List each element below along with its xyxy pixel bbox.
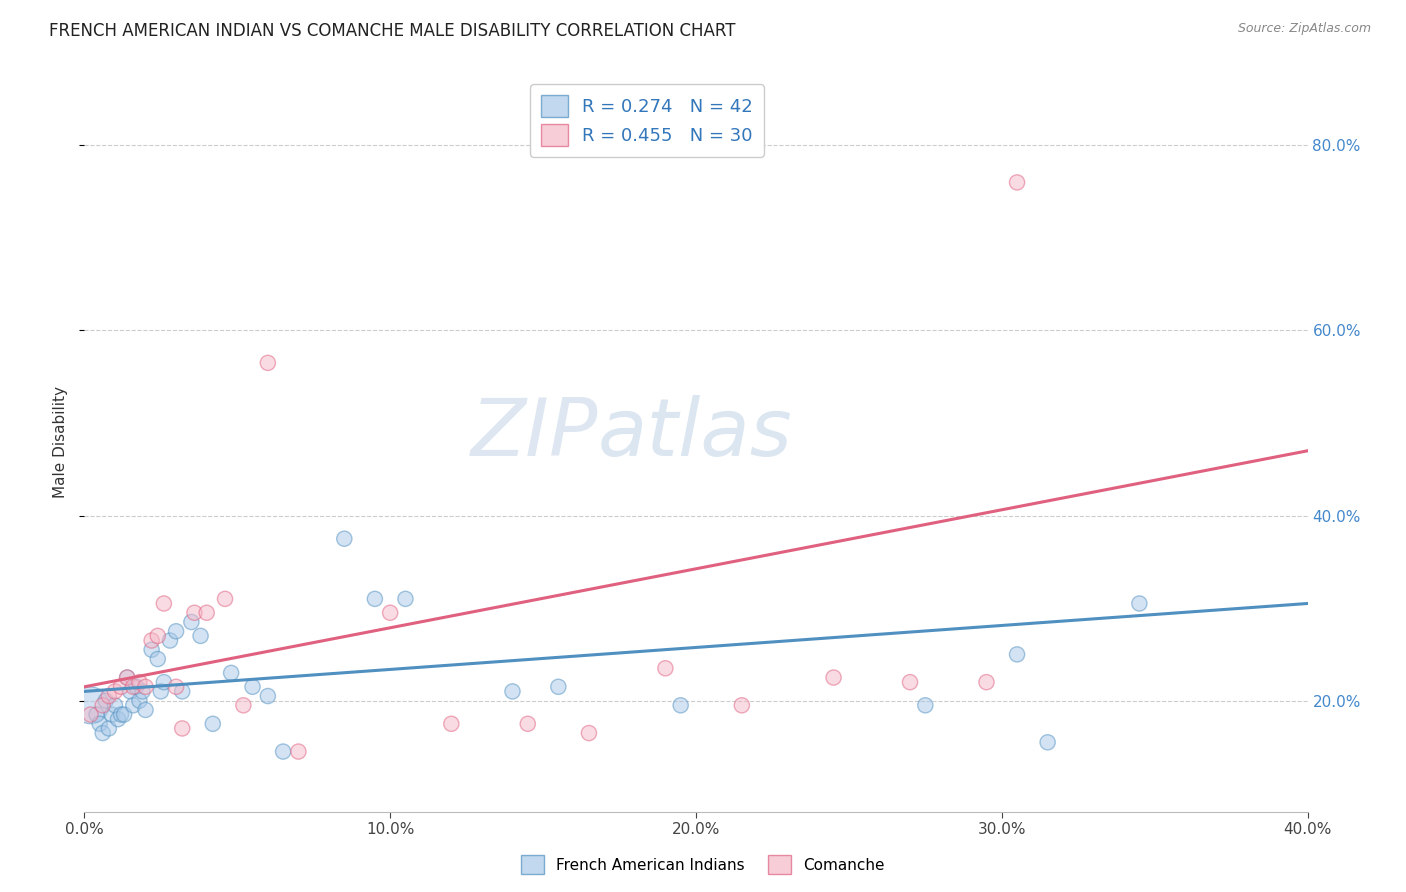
Point <box>823 671 845 685</box>
Point <box>110 680 132 694</box>
Point <box>135 703 157 717</box>
Point <box>578 726 600 740</box>
Point <box>97 722 120 736</box>
Point <box>1128 597 1150 611</box>
Point <box>91 698 114 713</box>
Point <box>1005 175 1028 190</box>
Point <box>112 707 135 722</box>
Point <box>79 698 101 713</box>
Text: FRENCH AMERICAN INDIAN VS COMANCHE MALE DISABILITY CORRELATION CHART: FRENCH AMERICAN INDIAN VS COMANCHE MALE … <box>49 22 735 40</box>
Point <box>180 615 202 629</box>
Point <box>898 675 921 690</box>
Point <box>219 665 242 680</box>
Point <box>172 684 194 698</box>
Point <box>172 722 194 736</box>
Point <box>654 661 676 675</box>
Point <box>104 684 127 698</box>
Point <box>271 745 294 759</box>
Point <box>101 707 124 722</box>
Point <box>364 591 387 606</box>
Point <box>97 689 120 703</box>
Legend: French American Indians, Comanche: French American Indians, Comanche <box>515 849 891 880</box>
Point <box>214 591 236 606</box>
Point <box>201 716 224 731</box>
Point <box>232 698 254 713</box>
Point <box>394 591 416 606</box>
Point <box>79 707 101 722</box>
Text: atlas: atlas <box>598 395 793 473</box>
Point <box>440 716 463 731</box>
Point <box>86 707 108 722</box>
Point <box>107 712 129 726</box>
Point <box>115 671 138 685</box>
Point <box>731 698 754 713</box>
Y-axis label: Male Disability: Male Disability <box>53 385 69 498</box>
Point <box>1036 735 1059 749</box>
Point <box>131 684 153 698</box>
Point <box>195 606 218 620</box>
Point <box>141 642 163 657</box>
Point <box>89 716 111 731</box>
Point <box>183 606 205 620</box>
Point <box>257 689 280 703</box>
Point <box>122 698 145 713</box>
Point <box>94 694 117 708</box>
Point <box>257 356 280 370</box>
Point <box>153 675 176 690</box>
Point <box>135 680 157 694</box>
Point <box>110 707 132 722</box>
Point <box>149 684 172 698</box>
Text: Source: ZipAtlas.com: Source: ZipAtlas.com <box>1237 22 1371 36</box>
Text: ZIP: ZIP <box>471 395 598 473</box>
Point <box>146 652 169 666</box>
Point <box>115 671 138 685</box>
Point <box>333 532 356 546</box>
Point <box>502 684 524 698</box>
Point <box>287 745 309 759</box>
Point <box>380 606 402 620</box>
Point <box>153 597 176 611</box>
Point <box>122 680 145 694</box>
Point <box>1005 648 1028 662</box>
Point <box>242 680 264 694</box>
Point <box>165 680 187 694</box>
Point <box>516 716 538 731</box>
Point <box>128 675 150 690</box>
Point <box>120 684 142 698</box>
Point <box>141 633 163 648</box>
Point <box>914 698 936 713</box>
Point <box>104 698 127 713</box>
Point <box>128 694 150 708</box>
Legend: R = 0.274   N = 42, R = 0.455   N = 30: R = 0.274 N = 42, R = 0.455 N = 30 <box>530 84 763 157</box>
Point <box>159 633 181 648</box>
Point <box>165 624 187 639</box>
Point <box>669 698 692 713</box>
Point <box>190 629 212 643</box>
Point <box>91 726 114 740</box>
Point <box>547 680 569 694</box>
Point <box>125 680 148 694</box>
Point <box>976 675 998 690</box>
Point <box>146 629 169 643</box>
